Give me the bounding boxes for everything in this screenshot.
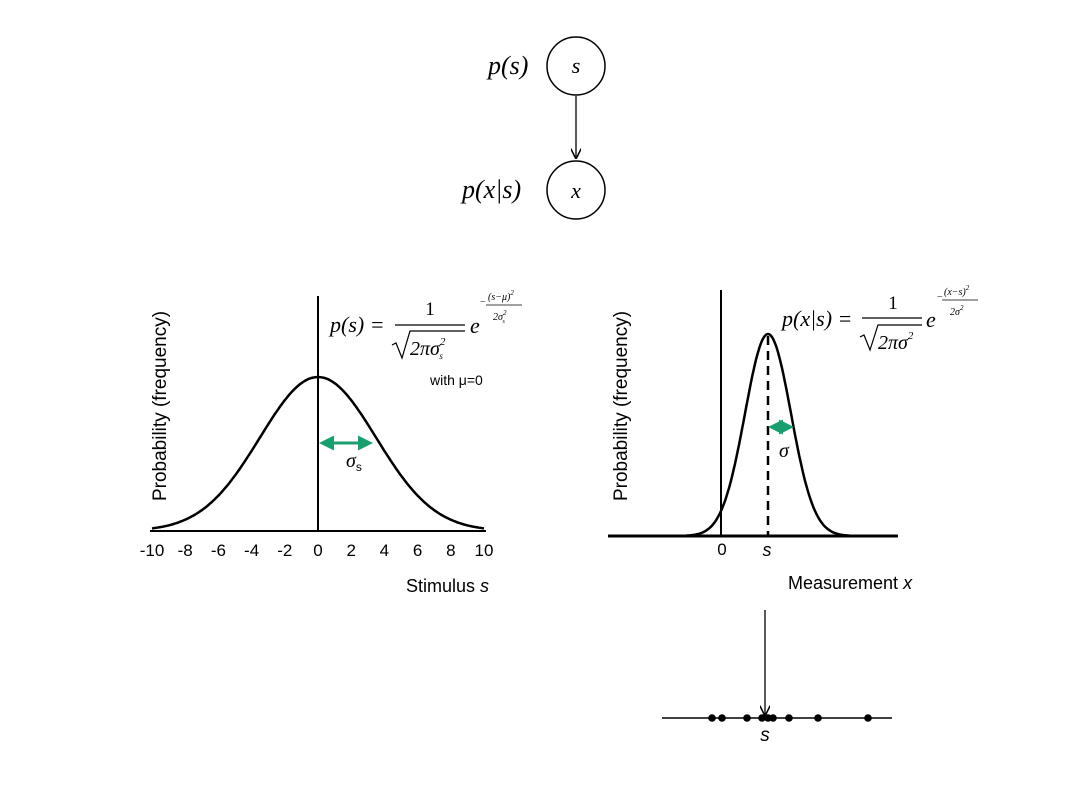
likelihood-formula-numerator: 1	[888, 293, 898, 314]
sample-dot	[769, 714, 777, 722]
sample-dot	[785, 714, 793, 722]
prior-formula-lhs: p(s) =	[328, 312, 385, 337]
sample-dot	[708, 714, 716, 722]
prior-tick-labels: -10 -8 -6 -4 -2 0 2 4 6 8 10	[140, 541, 494, 560]
likelihood-formula-exp-num: (x−s)2	[944, 284, 970, 298]
prior-mu-note: with μ=0	[429, 372, 483, 388]
node-s	[546, 36, 606, 96]
prior-tick-label: 0	[313, 541, 322, 560]
node-x	[546, 160, 606, 220]
prior-formula-denominator: 2πσ2 s	[410, 336, 446, 361]
sample-dot	[758, 714, 766, 722]
likelihood-formula-base: e	[926, 307, 936, 332]
prior-tick-label: 2	[346, 541, 355, 560]
sample-dot	[814, 714, 822, 722]
prior-formula-numerator: 1	[425, 299, 435, 320]
sample-dot	[718, 714, 726, 722]
likelihood-label: p(x|s)	[460, 175, 521, 204]
prior-formula: p(s) = 1 2πσ2 s e − (s−μ)2 2σ2 s	[328, 289, 522, 361]
likelihood-curve	[612, 332, 898, 538]
likelihood-formula-minus: −	[937, 292, 943, 303]
graphical-model: p(s) s p(x|s) x	[460, 36, 606, 220]
node-x-label: x	[570, 178, 581, 203]
likelihood-formula: p(x|s) = 1 2πσ2 e − (x−s)2 2σ2	[780, 284, 978, 354]
prior-tick-label: -6	[211, 541, 226, 560]
prior-sigma-label: σs	[346, 450, 362, 474]
prior-label: p(s)	[486, 51, 528, 80]
likelihood-plot: 0 s Probability (frequency) Measurement …	[608, 284, 978, 593]
prior-plot: -10 -8 -6 -4 -2 0 2 4 6 8 10 Probability (frequenc…	[140, 289, 522, 596]
prior-tick-label: 10	[475, 541, 494, 560]
likelihood-formula-exp-den: 2σ2	[950, 304, 964, 318]
likelihood-tick-s: s	[763, 540, 772, 560]
likelihood-tick-zero: 0	[717, 540, 726, 559]
likelihood-formula-denominator: 2πσ2	[878, 330, 914, 354]
prior-curve	[151, 375, 485, 530]
prior-tick-label: 6	[413, 541, 422, 560]
prior-formula-exp-num: (s−μ)2	[488, 289, 514, 303]
sample-axis-label: s	[760, 725, 770, 746]
prior-tick-label: 8	[446, 541, 455, 560]
likelihood-xlabel: Measurement x	[788, 573, 913, 593]
prior-formula-minus: −	[480, 297, 486, 308]
sample-dot	[743, 714, 751, 722]
prior-xlabel: Stimulus s	[406, 576, 489, 596]
prior-tick-label: -8	[178, 541, 193, 560]
prior-ylabel: Probability (frequency)	[150, 311, 171, 501]
node-s-label: s	[572, 53, 581, 78]
prior-tick-label: 4	[380, 541, 389, 560]
sample-dot	[864, 714, 872, 722]
prior-formula-base: e	[470, 313, 480, 338]
prior-tick-label: -10	[140, 541, 165, 560]
prior-tick-label: -4	[244, 541, 259, 560]
prior-formula-exp-den: 2σ2 s	[493, 309, 507, 325]
samples-panel: s	[662, 610, 892, 746]
prior-tick-label: -2	[277, 541, 292, 560]
likelihood-ylabel: Probability (frequency)	[611, 311, 632, 501]
likelihood-formula-lhs: p(x|s) =	[780, 306, 852, 331]
likelihood-sigma-label: σ	[779, 440, 790, 462]
